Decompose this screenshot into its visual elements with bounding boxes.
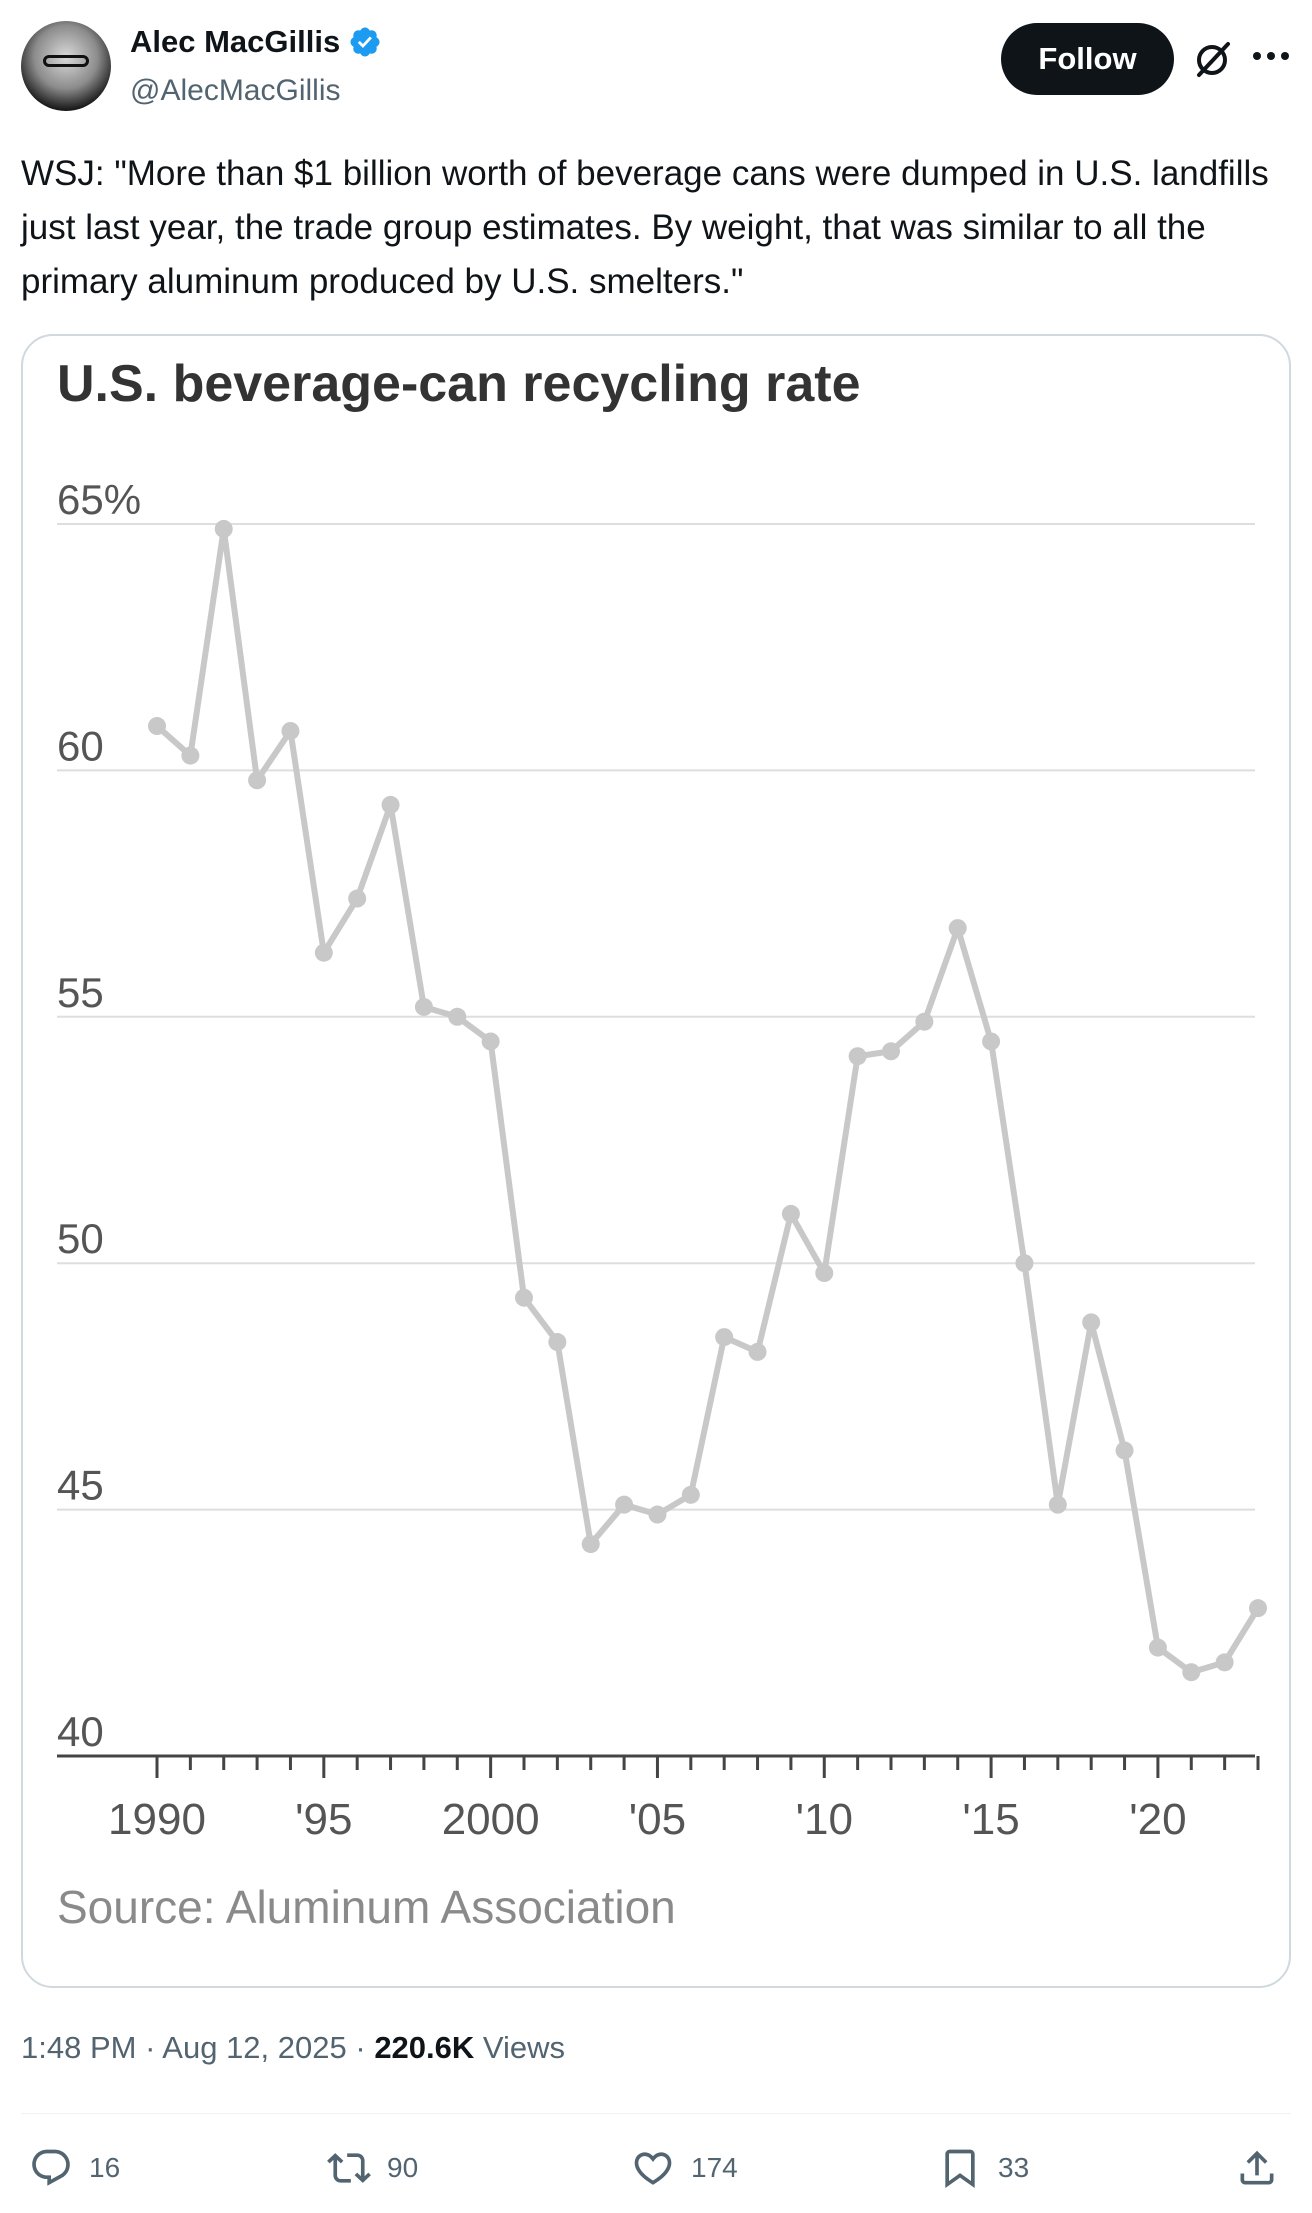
data-point (748, 1342, 767, 1361)
data-point (648, 1505, 667, 1524)
data-point (414, 997, 433, 1016)
line-chart: U.S. beverage-can recycling rate 65% 60 55… (57, 355, 1267, 1933)
bookmark-button[interactable]: 33 (938, 2138, 1029, 2198)
series-line (154, 525, 1261, 1676)
data-point (281, 721, 300, 740)
data-point (1082, 1313, 1101, 1332)
more-icon[interactable] (1252, 50, 1290, 62)
meta-separator: · (346, 2030, 375, 2065)
author-handle[interactable]: @AlecMacGillis (130, 74, 341, 107)
data-point (848, 1047, 867, 1066)
data-point (948, 919, 967, 938)
heart-icon (634, 2152, 672, 2185)
data-point (381, 795, 400, 814)
share-icon (1240, 2150, 1274, 2185)
data-point (348, 889, 367, 908)
x-tick-label: '05 (629, 1795, 686, 1844)
data-point (1249, 1599, 1267, 1618)
repost-button[interactable]: 90 (327, 2138, 418, 2198)
data-point (915, 1012, 934, 1031)
x-tick-label: '10 (796, 1795, 853, 1844)
action-bar: 16 90 174 33 (21, 2138, 1291, 2198)
data-point (1148, 1638, 1167, 1657)
share-button[interactable] (1235, 2138, 1295, 2198)
y-tick-label: 40 (57, 1708, 104, 1755)
data-point (548, 1333, 567, 1352)
views-count: 220.6K (374, 2030, 475, 2065)
follow-button[interactable]: Follow (1001, 23, 1174, 95)
tweet-meta: 1:48 PM · Aug 12, 2025 · 220.6K Views (21, 2025, 565, 2071)
data-point (615, 1495, 634, 1514)
meta-separator: · (136, 2030, 163, 2065)
repost-count: 90 (387, 2152, 419, 2183)
author-name[interactable]: Alec MacGillis (130, 24, 341, 59)
data-point (214, 519, 233, 538)
tweet-media-chart[interactable]: U.S. beverage-can recycling rate 65% 60 55… (21, 334, 1291, 1988)
data-point (1182, 1663, 1201, 1682)
data-point (481, 1032, 500, 1051)
avatar[interactable] (21, 21, 111, 111)
like-button[interactable]: 174 (631, 2138, 738, 2198)
y-tick-label: 60 (57, 722, 104, 769)
data-point (581, 1535, 600, 1554)
verified-badge-icon (350, 27, 380, 57)
x-tick-label: '15 (962, 1795, 1019, 1844)
bookmark-count: 33 (998, 2152, 1030, 2183)
data-point (1115, 1441, 1134, 1460)
data-point (882, 1042, 900, 1061)
y-tick-label: 55 (57, 969, 104, 1016)
bookmark-icon (945, 2149, 975, 2189)
grok-icon[interactable] (1193, 39, 1233, 79)
data-point (148, 717, 166, 736)
x-tick-label: 2000 (442, 1795, 540, 1844)
reply-button[interactable]: 16 (29, 2138, 120, 2198)
data-point (1048, 1495, 1067, 1514)
chart-title: U.S. beverage-can recycling rate (57, 355, 861, 413)
repost-icon (327, 2153, 371, 2183)
data-point (181, 746, 200, 765)
data-point (448, 1007, 467, 1026)
data-point (781, 1204, 800, 1223)
data-point (681, 1485, 700, 1504)
data-point (1215, 1653, 1234, 1672)
tweet-date[interactable]: Aug 12, 2025 (162, 2030, 347, 2065)
data-point (314, 943, 333, 962)
tweet-text: WSJ: "More than $1 billion worth of beve… (21, 154, 1279, 301)
x-tick-label: '95 (295, 1795, 352, 1844)
data-point (982, 1032, 1001, 1051)
data-point (815, 1264, 834, 1283)
data-point (248, 771, 267, 790)
tweet-time[interactable]: 1:48 PM (21, 2030, 137, 2065)
data-point (1015, 1254, 1034, 1273)
like-count: 174 (691, 2152, 738, 2183)
y-tick-label: 50 (57, 1215, 104, 1262)
avatar-glasses (43, 55, 89, 67)
x-tick-label: '20 (1129, 1795, 1186, 1844)
y-tick-label: 65% (57, 476, 141, 523)
reply-count: 16 (89, 2152, 121, 2183)
divider (21, 2113, 1291, 2114)
data-point (715, 1328, 734, 1347)
author-name-row[interactable]: Alec MacGillis (130, 22, 382, 62)
x-tick-label: 1990 (108, 1795, 206, 1844)
reply-icon (32, 2149, 70, 2186)
data-point (515, 1288, 533, 1307)
views-label: Views (474, 2030, 566, 2065)
y-tick-label: 45 (57, 1462, 104, 1509)
chart-source: Source: Aluminum Association (57, 1881, 676, 1933)
